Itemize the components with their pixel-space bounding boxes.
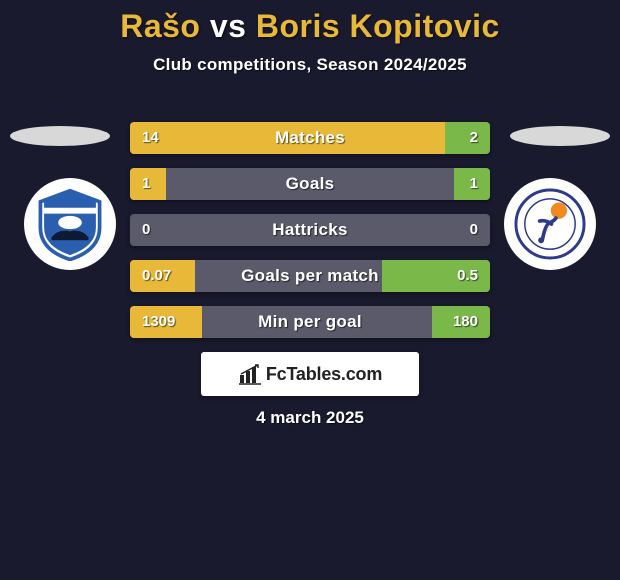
stat-value-left: 0 <box>142 214 150 246</box>
stat-bar: Goals1 1 <box>130 168 490 200</box>
stat-value-right: 1 <box>470 168 478 200</box>
stat-label: Min per goal <box>130 306 490 338</box>
stat-label: Hattricks <box>130 214 490 246</box>
stat-value-left: 1 <box>142 168 150 200</box>
stat-label: Matches <box>130 122 490 154</box>
date-label: 4 march 2025 <box>0 408 620 428</box>
vs-label: vs <box>200 8 255 44</box>
player1-name: Rašo <box>120 8 200 44</box>
bar-chart-icon <box>238 363 262 385</box>
promo-brand: FcTables.com <box>266 364 382 385</box>
club-right-crest-icon <box>513 187 587 261</box>
club-right-badge <box>504 178 596 270</box>
stat-label: Goals per match <box>130 260 490 292</box>
stat-value-right: 0 <box>470 214 478 246</box>
stat-label: Goals <box>130 168 490 200</box>
player1-flag-placeholder <box>10 126 110 146</box>
promo-banner[interactable]: FcTables.com <box>201 352 419 396</box>
player2-name: Boris Kopitovic <box>256 8 500 44</box>
stat-value-left: 14 <box>142 122 159 154</box>
stat-value-right: 0.5 <box>457 260 478 292</box>
stat-bars: Matches14 2 Goals1 1 Hattricks0 0 Goals per ma… <box>130 122 490 352</box>
stat-bar: Matches14 2 <box>130 122 490 154</box>
page-title: Rašo vs Boris Kopitovic <box>0 0 620 45</box>
stat-bar: Hattricks0 0 <box>130 214 490 246</box>
stat-value-left: 0.07 <box>142 260 171 292</box>
comparison-card: Rašo vs Boris Kopitovic Club competition… <box>0 0 620 580</box>
stat-value-right: 2 <box>470 122 478 154</box>
club-left-badge <box>24 178 116 270</box>
stat-bar: Goals per match0.07 0.5 <box>130 260 490 292</box>
stat-bar: Min per goal1309 180 <box>130 306 490 338</box>
player2-flag-placeholder <box>510 126 610 146</box>
club-left-crest-icon <box>33 187 107 261</box>
stat-value-left: 1309 <box>142 306 175 338</box>
stat-value-right: 180 <box>453 306 478 338</box>
subtitle: Club competitions, Season 2024/2025 <box>0 55 620 75</box>
